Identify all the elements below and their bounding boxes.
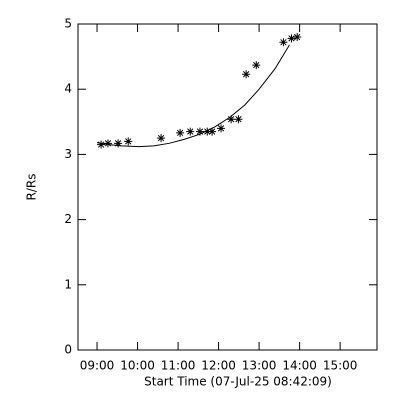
x-tick-label: 15:00 — [323, 359, 358, 373]
data-point — [124, 137, 133, 146]
data-point — [208, 127, 217, 136]
y-tick-label: 3 — [64, 147, 72, 161]
y-tick-label: 1 — [64, 277, 72, 291]
x-tick-label: 14:00 — [282, 359, 317, 373]
data-point — [195, 127, 204, 136]
y-tick-label: 0 — [64, 343, 72, 357]
x-tick-label: 10:00 — [120, 359, 155, 373]
data-point — [287, 34, 296, 43]
y-tick-label: 5 — [64, 17, 72, 31]
data-point — [114, 139, 123, 148]
data-point — [186, 127, 195, 136]
data-point — [217, 124, 226, 133]
y-tick-label: 2 — [64, 212, 72, 226]
data-point — [252, 61, 261, 70]
x-tick-label: 13:00 — [242, 359, 277, 373]
data-point — [97, 140, 106, 149]
plot-frame — [77, 23, 378, 351]
data-point — [242, 70, 251, 79]
data-point — [103, 139, 112, 148]
y-tick-label: 4 — [64, 82, 72, 96]
fit-line — [96, 44, 290, 148]
data-point — [279, 38, 288, 47]
x-tick-label: 12:00 — [201, 359, 236, 373]
data-point — [227, 115, 236, 124]
data-point — [157, 134, 166, 143]
x-axis-label: Start Time (07-Jul-25 08:42:09) — [144, 375, 332, 389]
data-point — [234, 115, 243, 124]
data-point — [203, 127, 212, 136]
x-tick-label: 09:00 — [80, 359, 115, 373]
x-tick-label: 11:00 — [161, 359, 196, 373]
data-point — [176, 128, 185, 137]
y-axis-label: R/Rs — [25, 174, 39, 201]
data-point — [293, 33, 302, 42]
